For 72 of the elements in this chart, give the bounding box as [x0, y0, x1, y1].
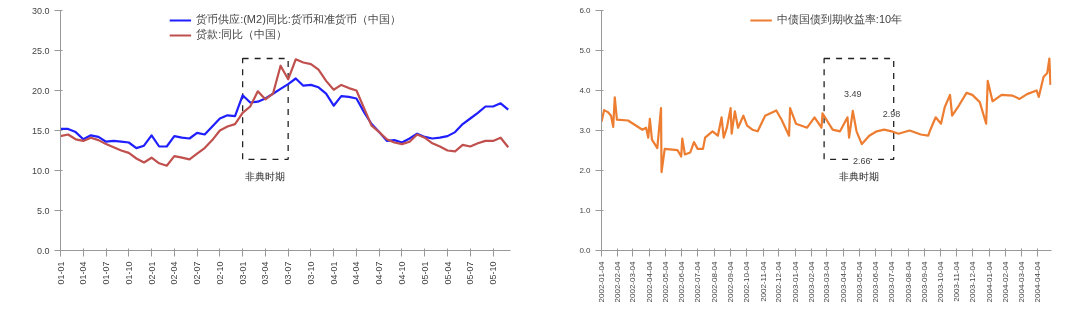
x-tick-label: 2004-03-04 [1016, 260, 1026, 303]
x-tick-label: 04-04 [351, 261, 362, 285]
x-tick-label: 02-04 [169, 261, 180, 285]
y-tick-label: 0.0 [36, 245, 50, 256]
x-tick-label: 03-01 [237, 261, 248, 285]
legend-label: 中债国债到期收益率:10年 [776, 12, 903, 27]
legend-label: 贷款:同比（中国） [196, 27, 288, 42]
x-tick-label: 2002-08-04 [709, 260, 719, 303]
x-tick-label: 2003-08-04 [903, 260, 913, 303]
x-tick-label: 04-01 [328, 261, 339, 285]
y-tick-label: 3.0 [579, 126, 592, 135]
x-tick-label: 04-07 [374, 261, 385, 285]
x-tick-label: 05-04 [442, 261, 453, 285]
y-tick-label: 5.0 [579, 46, 592, 55]
x-tick-label: 2003-05-04 [854, 260, 864, 303]
x-tick-label: 01-07 [101, 261, 112, 285]
x-tick-label: 02-10 [214, 261, 225, 285]
y-tick-label: 4.0 [579, 86, 592, 95]
x-tick-label: 2002-04-04 [644, 260, 654, 303]
x-tick-label: 03-07 [283, 261, 294, 285]
legend-label: 货币供应:(M2)同比:货币和准货币（中国） [196, 12, 401, 27]
x-tick-label: 01-04 [78, 261, 89, 285]
x-tick-label: 2003-12-04 [968, 260, 978, 303]
band-label: 非典时期 [245, 171, 286, 183]
x-tick-label: 2002-06-04 [677, 260, 687, 303]
band-label: 非典时期 [838, 171, 879, 183]
x-tick-label: 05-10 [488, 261, 499, 285]
y-tick-label: 20.0 [31, 85, 50, 96]
y-tick-label: 25.0 [31, 45, 50, 56]
x-tick-label: 2004-04-04 [1033, 260, 1043, 303]
x-tick-label: 2003-10-04 [935, 260, 945, 303]
y-tick-label: 2.0 [579, 166, 592, 175]
line-series [60, 77, 510, 150]
x-tick-label: 2003-07-04 [887, 260, 897, 303]
annotation: 2.66 [853, 156, 871, 167]
y-tick-label: 1.0 [579, 206, 592, 215]
x-tick-label: 05-01 [419, 261, 430, 285]
x-tick-label: 04-10 [396, 261, 407, 285]
x-tick-label: 2002-07-04 [693, 260, 703, 303]
x-tick-label: 2003-06-04 [871, 260, 881, 303]
x-tick-label: 2004-02-04 [1001, 260, 1011, 303]
x-tick-label: 2003-02-04 [807, 260, 817, 303]
y-tick-label: 0.0 [579, 246, 592, 255]
x-tick-label: 05-07 [465, 261, 476, 285]
x-tick-label: 2002-03-04 [628, 260, 638, 303]
line-series [60, 58, 510, 167]
y-tick-label: 30.0 [31, 5, 50, 16]
y-tick-label: 6.0 [579, 6, 592, 15]
y-tick-label: 10.0 [31, 165, 50, 176]
x-tick-label: 03-10 [305, 261, 316, 285]
x-tick-label: 2002-02-04 [613, 260, 623, 303]
x-tick-label: 2004-01-04 [984, 260, 994, 303]
x-tick-label: 2002-05-04 [660, 260, 670, 303]
x-tick-label: 02-01 [146, 261, 157, 285]
x-tick-label: 2003-03-04 [822, 260, 832, 303]
annotation: 3.49 [844, 88, 862, 99]
x-tick-label: 2003-09-04 [920, 260, 930, 303]
y-tick-label: 15.0 [31, 125, 50, 136]
annotation: 2.98 [882, 109, 901, 120]
x-tick-label: 2003-01-04 [790, 260, 800, 303]
x-tick-label: 2003-11-04 [952, 260, 962, 302]
x-tick-label: 2002-01-04 [597, 260, 606, 303]
x-tick-label: 2002-11-04 [758, 260, 768, 302]
x-tick-label: 2002-10-04 [742, 260, 752, 303]
x-tick-label: 02-07 [192, 261, 203, 285]
x-tick-label: 03-04 [260, 261, 271, 285]
x-tick-label: 2003-04-04 [838, 260, 848, 303]
x-tick-label: 2002-12-04 [774, 260, 784, 303]
x-tick-label: 01-10 [123, 261, 134, 285]
y-tick-label: 5.0 [36, 205, 50, 216]
x-tick-label: 2002-09-04 [726, 260, 736, 303]
x-tick-label: 01-01 [55, 261, 66, 285]
